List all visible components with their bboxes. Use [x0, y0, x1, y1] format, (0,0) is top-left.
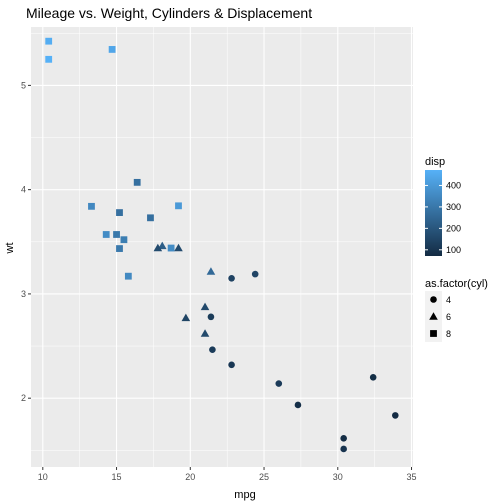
- data-point: [228, 274, 235, 282]
- shape-legend-marker: [430, 296, 437, 303]
- y-tick-label: 4: [21, 185, 26, 195]
- x-tick-label: 10: [38, 472, 48, 482]
- color-legend-label: 300: [446, 202, 461, 212]
- data-point: [392, 412, 399, 419]
- data-point: [45, 37, 53, 45]
- color-legend-bar: [425, 170, 442, 256]
- data-point: [200, 302, 210, 311]
- color-legend-ticks: 100 200 300 400: [425, 180, 461, 255]
- x-tick-label: 20: [185, 472, 195, 482]
- y-tick-label: 5: [21, 80, 26, 90]
- data-point: [209, 346, 216, 354]
- shape-legend-marker: [429, 312, 438, 320]
- data-point: [124, 272, 132, 280]
- data-point: [275, 380, 283, 387]
- color-legend-label: 400: [446, 180, 461, 190]
- data-point: [147, 214, 154, 222]
- data-point: [206, 267, 216, 275]
- y-tick-label: 2: [21, 393, 26, 403]
- chart-title: Mileage vs. Weight, Cylinders & Displace…: [26, 5, 312, 21]
- y-tick-label: 3: [21, 289, 26, 299]
- data-point: [157, 241, 167, 250]
- data-point: [45, 55, 53, 63]
- shape-legend-label: 8: [446, 329, 451, 339]
- data-point: [175, 202, 182, 210]
- data-points: [45, 37, 399, 453]
- color-legend-title: disp: [425, 156, 445, 168]
- data-point: [228, 361, 235, 369]
- data-point: [108, 46, 116, 53]
- grid-lines: [31, 27, 413, 467]
- data-point: [88, 202, 95, 210]
- data-point: [116, 245, 123, 252]
- x-tick-label: 15: [112, 472, 122, 482]
- data-point: [133, 178, 141, 186]
- data-point: [113, 231, 120, 238]
- shape-legend-label: 6: [446, 312, 451, 322]
- data-point: [369, 374, 377, 381]
- x-tick-label: 35: [407, 472, 417, 482]
- data-point: [120, 236, 128, 244]
- data-point: [116, 209, 123, 216]
- y-axis-label: wt: [4, 243, 16, 255]
- shape-legend-entries: 4 6 8: [425, 291, 451, 342]
- shape-legend-title: as.factor(cyl): [425, 278, 488, 290]
- axes: 10 15 20 25 30 35 2 3 4 5: [21, 80, 417, 482]
- color-legend-label: 100: [446, 245, 461, 255]
- data-point: [340, 435, 347, 442]
- data-point: [181, 313, 191, 322]
- shape-legend-label: 4: [446, 295, 451, 305]
- data-point: [153, 243, 163, 252]
- shape-legend-marker: [430, 330, 437, 337]
- data-point: [294, 401, 302, 409]
- data-point: [340, 445, 347, 453]
- data-point: [167, 244, 175, 252]
- shape-legend: as.factor(cyl) 4 6 8: [425, 278, 488, 342]
- color-legend-label: 200: [446, 223, 461, 233]
- plot-panel: [31, 27, 413, 467]
- data-point: [200, 329, 210, 337]
- x-axis-label: mpg: [234, 489, 255, 501]
- data-point: [251, 270, 259, 278]
- color-legend: disp 100 200 300 400: [425, 156, 461, 256]
- data-point: [102, 231, 110, 238]
- x-tick-label: 30: [333, 472, 343, 482]
- x-tick-label: 25: [259, 472, 269, 482]
- data-point: [174, 243, 183, 252]
- data-point: [207, 313, 215, 321]
